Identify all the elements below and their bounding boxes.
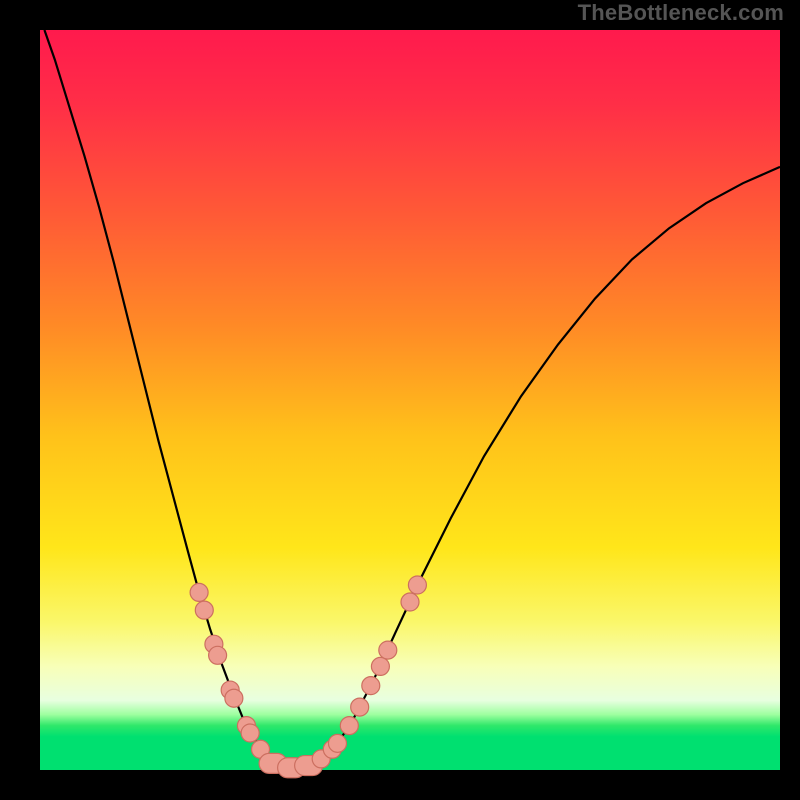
data-marker bbox=[401, 593, 419, 611]
data-marker bbox=[209, 646, 227, 664]
data-marker bbox=[190, 583, 208, 601]
plot-background bbox=[40, 30, 780, 770]
data-marker bbox=[371, 657, 389, 675]
data-marker bbox=[195, 601, 213, 619]
data-marker bbox=[408, 576, 426, 594]
data-marker bbox=[225, 689, 243, 707]
data-marker bbox=[328, 734, 346, 752]
data-marker bbox=[379, 641, 397, 659]
data-marker bbox=[362, 677, 380, 695]
data-marker bbox=[340, 717, 358, 735]
chart-frame: { "watermark": { "text": "TheBottleneck.… bbox=[0, 0, 800, 800]
data-marker bbox=[351, 698, 369, 716]
bottleneck-plot bbox=[0, 0, 800, 800]
data-marker bbox=[241, 724, 259, 742]
